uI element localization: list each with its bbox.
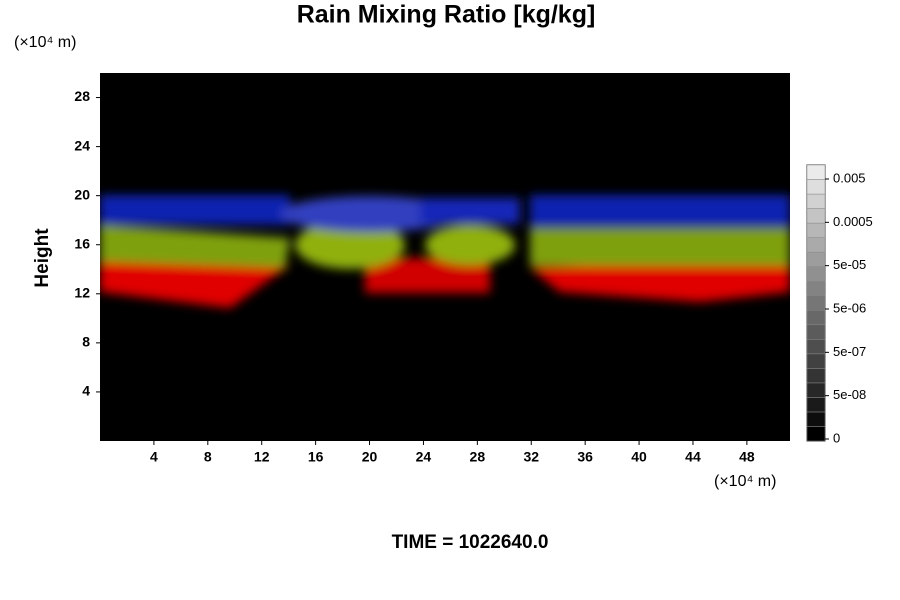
colorbar-level [806, 397, 826, 413]
colorbar-level [806, 222, 826, 238]
colorbar-level [806, 193, 826, 209]
field-blue [280, 196, 460, 232]
colorbar-level [806, 251, 826, 267]
y-tick-label: 8 [82, 334, 90, 350]
field-blue [100, 195, 290, 225]
colorbar-level [806, 266, 826, 282]
colorbar-label: 5e-07 [833, 344, 866, 359]
y-tick-label: 4 [82, 383, 90, 399]
x-tick-label: 48 [739, 449, 755, 465]
field-red [530, 258, 790, 302]
y-axis-label: Height [32, 228, 53, 288]
x-tick-label: 8 [204, 449, 212, 465]
y-tick-label: 20 [74, 186, 90, 202]
colorbar-level [806, 426, 826, 442]
y-tick-label: 24 [74, 137, 90, 153]
colorbar-level [806, 164, 826, 180]
colorbar-label: 0.005 [833, 170, 866, 185]
y-tick-label: 16 [74, 235, 90, 251]
field-green [100, 225, 290, 268]
y-unit: (×10⁴ m) [14, 34, 76, 51]
colorbar-label: 5e-06 [833, 300, 866, 315]
x-tick-label: 36 [577, 449, 593, 465]
y-tick-label: 12 [74, 285, 90, 301]
x-tick-label: 40 [631, 449, 647, 465]
colorbar-label: 5e-08 [833, 387, 866, 402]
x-tick-label: 28 [470, 449, 486, 465]
colorbar-level [806, 353, 826, 369]
x-tick-label: 32 [523, 449, 539, 465]
x-tick-label: 16 [308, 449, 324, 465]
field-green [295, 221, 405, 269]
field-red [100, 258, 290, 308]
colorbar-level [806, 339, 826, 355]
field-blue [530, 195, 790, 227]
colorbar-level [806, 368, 826, 384]
colorbar-level [806, 208, 826, 224]
colorbar-level [806, 295, 826, 311]
x-tick-label: 44 [685, 449, 701, 465]
field-green [425, 225, 515, 265]
field-blue [420, 198, 520, 224]
chart-title: Rain Mixing Ratio [kg/kg] [297, 1, 596, 29]
colorbar-label: 0 [833, 430, 840, 445]
x-tick-label: 20 [362, 449, 378, 465]
x-tick-label: 12 [254, 449, 270, 465]
y-tick-label: 28 [74, 88, 90, 104]
time-label: TIME = 1022640.0 [392, 532, 549, 553]
colorbar-level [806, 324, 826, 340]
colorbar-label: 5e-05 [833, 257, 866, 272]
colorbar-level [806, 411, 826, 427]
colorbar-level [806, 280, 826, 296]
colorbar-level [806, 382, 826, 398]
field-green [530, 228, 790, 266]
x-tick-label: 4 [150, 449, 158, 465]
colorbar-level [806, 310, 826, 326]
field [100, 195, 790, 308]
colorbar-level [806, 179, 826, 195]
x-unit: (×10⁴ m) [714, 473, 776, 490]
x-tick-label: 24 [416, 449, 432, 465]
colorbar-level [806, 237, 826, 253]
colorbar-label: 0.0005 [833, 214, 873, 229]
